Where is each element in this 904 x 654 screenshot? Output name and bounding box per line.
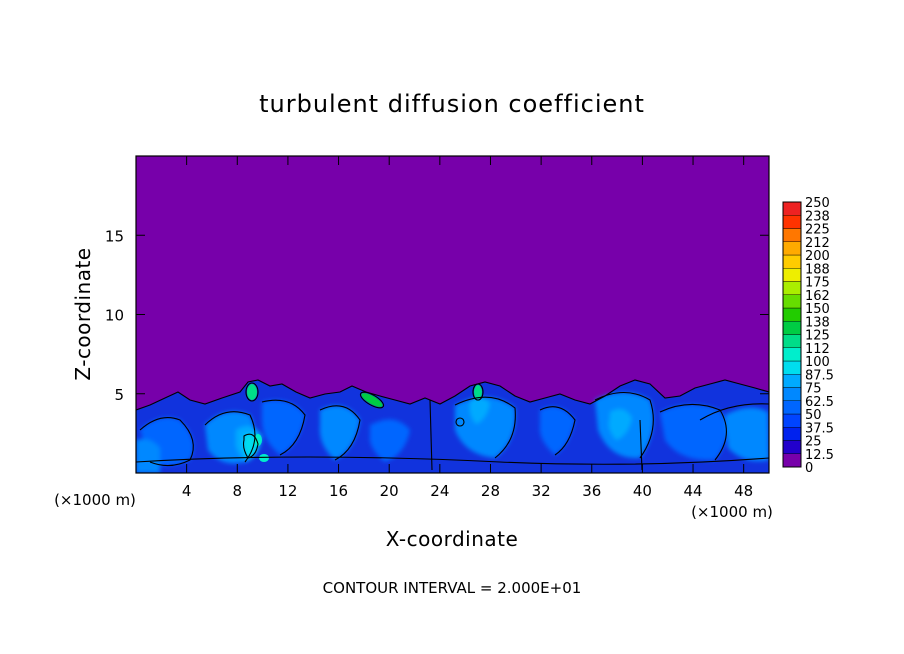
colorbar-label: 62.5 bbox=[805, 395, 834, 410]
colorbar-swatch bbox=[782, 334, 802, 348]
x-tick-label: 4 bbox=[182, 482, 192, 500]
colorbar-label: 162 bbox=[805, 289, 830, 304]
colorbar-label: 238 bbox=[805, 209, 830, 224]
colorbar-swatch bbox=[782, 241, 802, 256]
x-tick-label: 24 bbox=[430, 482, 449, 500]
colorbar-swatch bbox=[782, 453, 802, 468]
turbulence-field bbox=[136, 379, 769, 473]
x-tick-label: 16 bbox=[329, 482, 348, 500]
colorbar: 012.52537.55062.57587.510011212513815016… bbox=[782, 196, 834, 476]
x-tick-label: 20 bbox=[380, 482, 399, 500]
colorbar-swatch bbox=[782, 215, 802, 229]
y-tick-label: 15 bbox=[105, 227, 124, 245]
high-diffusion-spots bbox=[247, 384, 482, 462]
colorbar-swatch bbox=[782, 321, 802, 335]
colorbar-swatch bbox=[782, 254, 802, 269]
x-tick-label: 8 bbox=[233, 482, 243, 500]
colorbar-swatch bbox=[782, 307, 802, 322]
colorbar-label: 125 bbox=[805, 329, 830, 344]
x-tick-label: 12 bbox=[278, 482, 297, 500]
colorbar-frame bbox=[782, 201, 802, 468]
x-tick-label: 28 bbox=[481, 482, 500, 500]
x-tick-label: 40 bbox=[633, 482, 652, 500]
x-tick-label: 44 bbox=[683, 482, 702, 500]
colorbar-label: 150 bbox=[805, 302, 830, 317]
colorbar-swatch bbox=[782, 374, 802, 388]
colorbar-label: 225 bbox=[805, 223, 830, 238]
x-axis-unit: (×1000 m) bbox=[691, 503, 773, 521]
colorbar-swatch bbox=[782, 413, 802, 428]
colorbar-swatch bbox=[782, 347, 802, 362]
x-tick-label: 36 bbox=[582, 482, 601, 500]
colorbar-label: 12.5 bbox=[805, 448, 834, 463]
x-axis-label: X-coordinate bbox=[386, 527, 519, 551]
contour-interval-note: CONTOUR INTERVAL = 2.000E+01 bbox=[323, 579, 582, 597]
colorbar-swatch bbox=[782, 294, 802, 309]
colorbar-swatch bbox=[782, 400, 802, 415]
colorbar-label: 75 bbox=[805, 382, 822, 397]
y-tick-label: 5 bbox=[114, 386, 124, 404]
colorbar-swatch bbox=[782, 281, 802, 295]
colorbar-swatch bbox=[782, 427, 802, 441]
colorbar-swatch bbox=[782, 387, 802, 401]
colorbar-label: 100 bbox=[805, 355, 830, 370]
chart-title: turbulent diffusion coefficient bbox=[259, 90, 645, 118]
y-axis-unit: (×1000 m) bbox=[54, 491, 136, 509]
x-tick-label: 32 bbox=[532, 482, 551, 500]
y-axis-ticks: 5 10 15 bbox=[105, 227, 769, 404]
colorbar-swatch bbox=[782, 360, 802, 375]
colorbar-label: 188 bbox=[805, 262, 830, 277]
colorbar-label: 0 bbox=[805, 461, 813, 476]
colorbar-label: 250 bbox=[805, 196, 830, 211]
colorbar-label: 37.5 bbox=[805, 421, 834, 436]
colorbar-label: 25 bbox=[805, 435, 822, 450]
x-tick-label: 48 bbox=[734, 482, 753, 500]
y-axis-label: Z-coordinate bbox=[71, 247, 95, 380]
colorbar-label: 50 bbox=[805, 408, 822, 423]
colorbar-label: 112 bbox=[805, 342, 830, 357]
colorbar-label: 200 bbox=[805, 249, 830, 264]
y-tick-label: 10 bbox=[105, 307, 124, 325]
plot-area bbox=[135, 155, 770, 474]
x-axis-ticks: 4 8 12 16 20 24 28 32 36 40 44 48 bbox=[182, 156, 753, 500]
colorbar-label: 87.5 bbox=[805, 368, 834, 383]
colorbar-swatch bbox=[782, 201, 802, 216]
colorbar-label: 138 bbox=[805, 315, 830, 330]
contour-lines bbox=[136, 379, 769, 471]
colorbar-swatch bbox=[782, 440, 802, 454]
colorbar-swatch bbox=[782, 228, 802, 242]
colorbar-label: 212 bbox=[805, 236, 830, 251]
colorbar-swatch bbox=[782, 268, 802, 282]
colorbar-label: 175 bbox=[805, 276, 830, 291]
